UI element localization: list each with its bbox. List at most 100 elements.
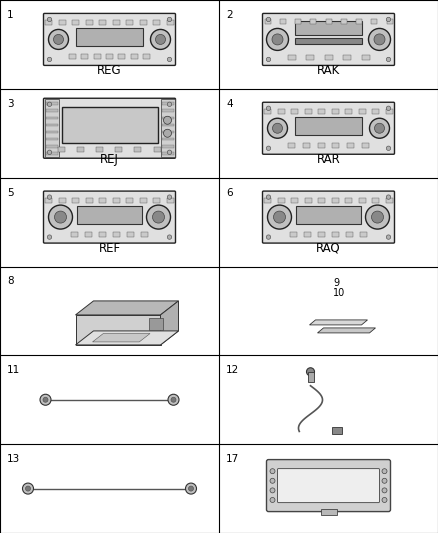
- Circle shape: [386, 57, 391, 62]
- Circle shape: [188, 486, 194, 491]
- Text: 5: 5: [7, 188, 14, 198]
- Circle shape: [167, 150, 172, 155]
- Bar: [77, 206, 142, 224]
- Bar: [134, 147, 141, 152]
- Circle shape: [307, 368, 314, 376]
- Bar: [288, 143, 295, 148]
- Bar: [280, 19, 286, 25]
- Circle shape: [266, 195, 271, 199]
- Text: REJ: REJ: [100, 152, 119, 166]
- FancyBboxPatch shape: [43, 191, 176, 243]
- Bar: [332, 232, 339, 237]
- Bar: [264, 109, 271, 114]
- Bar: [162, 102, 173, 105]
- Bar: [45, 99, 59, 157]
- Circle shape: [171, 397, 176, 402]
- Circle shape: [365, 205, 389, 229]
- Text: RAR: RAR: [317, 152, 340, 166]
- Circle shape: [273, 211, 286, 223]
- Bar: [361, 55, 370, 60]
- Bar: [86, 198, 93, 203]
- Bar: [295, 21, 362, 35]
- Circle shape: [266, 28, 289, 51]
- Bar: [69, 54, 76, 59]
- Circle shape: [47, 17, 52, 22]
- Circle shape: [370, 118, 389, 138]
- Bar: [318, 109, 325, 114]
- Polygon shape: [75, 331, 179, 345]
- Bar: [113, 198, 120, 203]
- Bar: [77, 147, 84, 152]
- Text: RAQ: RAQ: [316, 241, 341, 254]
- Bar: [115, 147, 122, 152]
- Bar: [118, 54, 125, 59]
- Bar: [46, 131, 57, 133]
- Bar: [362, 143, 369, 148]
- Circle shape: [47, 57, 52, 62]
- Bar: [141, 232, 148, 237]
- FancyBboxPatch shape: [266, 459, 391, 512]
- Circle shape: [167, 235, 172, 239]
- Circle shape: [47, 195, 52, 199]
- Bar: [332, 198, 339, 203]
- Bar: [127, 232, 134, 237]
- Circle shape: [163, 129, 172, 138]
- Bar: [305, 109, 312, 114]
- Bar: [131, 54, 138, 59]
- Circle shape: [374, 34, 385, 45]
- Bar: [356, 19, 362, 25]
- Bar: [113, 20, 120, 26]
- Circle shape: [266, 57, 271, 62]
- Circle shape: [167, 195, 172, 199]
- Bar: [332, 143, 339, 148]
- Circle shape: [386, 106, 391, 110]
- Bar: [99, 20, 106, 26]
- Bar: [72, 198, 79, 203]
- Bar: [167, 20, 174, 26]
- Bar: [99, 198, 106, 203]
- Text: RAK: RAK: [317, 64, 340, 77]
- Bar: [291, 109, 298, 114]
- Bar: [46, 124, 57, 126]
- Bar: [57, 147, 64, 152]
- Bar: [386, 198, 393, 203]
- Bar: [140, 20, 147, 26]
- Circle shape: [382, 497, 387, 503]
- Text: 9: 9: [333, 279, 339, 288]
- Circle shape: [374, 123, 385, 133]
- FancyBboxPatch shape: [43, 98, 176, 158]
- Circle shape: [382, 488, 387, 493]
- Bar: [304, 232, 311, 237]
- Bar: [386, 109, 393, 114]
- Bar: [318, 198, 325, 203]
- Text: 17: 17: [226, 454, 239, 464]
- Circle shape: [368, 28, 391, 51]
- Bar: [167, 198, 174, 203]
- Circle shape: [270, 488, 275, 493]
- Bar: [46, 152, 57, 155]
- Bar: [264, 198, 271, 203]
- Circle shape: [47, 150, 52, 155]
- Bar: [126, 198, 133, 203]
- Polygon shape: [160, 301, 179, 345]
- Bar: [310, 19, 316, 25]
- Bar: [295, 19, 301, 25]
- Circle shape: [43, 397, 48, 402]
- Circle shape: [272, 34, 283, 45]
- Circle shape: [22, 483, 33, 494]
- Bar: [372, 109, 379, 114]
- Circle shape: [47, 235, 52, 239]
- Text: REF: REF: [99, 241, 120, 254]
- Bar: [46, 109, 57, 112]
- Circle shape: [266, 17, 271, 22]
- Bar: [291, 198, 298, 203]
- Bar: [318, 143, 325, 148]
- Bar: [46, 138, 57, 141]
- Bar: [106, 54, 113, 59]
- Bar: [296, 206, 361, 224]
- Polygon shape: [310, 320, 367, 325]
- Bar: [325, 19, 332, 25]
- Bar: [306, 55, 314, 60]
- Circle shape: [371, 211, 384, 223]
- Bar: [265, 19, 271, 25]
